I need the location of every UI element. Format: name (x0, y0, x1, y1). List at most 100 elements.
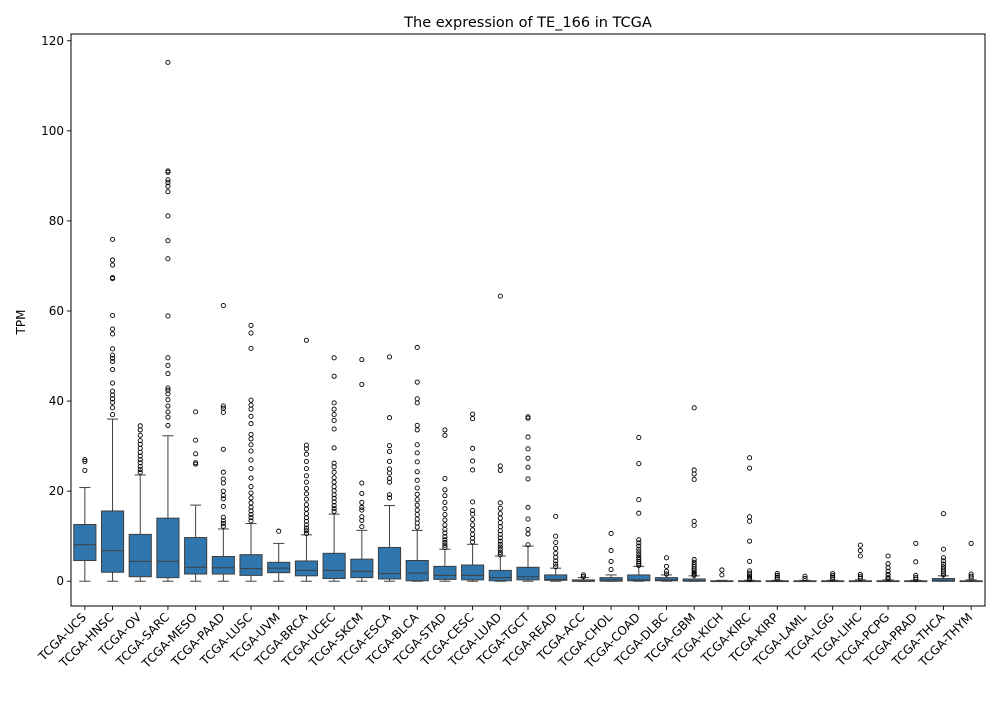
outlier-point (414, 427, 420, 433)
box-group-tcga-read (544, 513, 568, 582)
outlier-point (553, 564, 559, 570)
axes-frame (70, 33, 986, 607)
outlier-point (414, 400, 420, 406)
box (322, 552, 346, 580)
outlier-point (580, 572, 586, 578)
outlier-point (303, 458, 309, 464)
outlier-point (165, 403, 171, 409)
outlier-point (442, 432, 448, 438)
outlier-point (386, 458, 393, 464)
box-group-tcga-kich (710, 567, 734, 583)
outlier-point (553, 558, 559, 564)
outlier-point (109, 355, 116, 361)
box (488, 569, 512, 582)
outlier-point (442, 493, 448, 499)
outlier-point (109, 275, 116, 281)
outlier-point (165, 168, 171, 174)
outlier-point (331, 499, 337, 505)
outlier-point (303, 496, 309, 502)
outlier-point (248, 515, 254, 521)
y-axis-ticks: 0 20 40 60 80 100 120 (41, 34, 71, 588)
outlier-point (414, 442, 420, 448)
outlier-point (248, 397, 254, 403)
outlier-point (303, 525, 309, 531)
box-group-tcga-prad (904, 540, 928, 583)
outlier-point (331, 475, 337, 481)
outlier-point (109, 257, 116, 263)
box-group-tcga-thym (959, 540, 983, 583)
outlier-point (497, 547, 503, 553)
outlier-point (497, 524, 503, 530)
outlier-point (303, 473, 309, 479)
box-group-tcga-thca (931, 511, 956, 582)
outlier-point (968, 571, 974, 577)
box (156, 517, 180, 579)
plot-area: 0 20 40 60 80 100 120 TCGA-UCSTCGA-HNSCTCGA-OVT… (35, 33, 986, 671)
outlier-point (165, 177, 171, 183)
outlier-point (359, 357, 365, 363)
y-tick-label: 100 (41, 124, 64, 138)
outlier-point (774, 571, 780, 577)
outlier-point (414, 524, 420, 530)
outlier-point (442, 534, 448, 540)
outlier-point (525, 476, 531, 482)
outlier-point (331, 417, 337, 423)
outlier-point (414, 459, 420, 465)
y-tick-label: 80 (49, 214, 64, 228)
outlier-point (165, 409, 171, 415)
box-group-tcga-lihc (848, 542, 872, 583)
outlier-point (109, 380, 116, 386)
outlier-point (830, 574, 836, 580)
box-group-tcga-lusc (239, 322, 263, 582)
outlier-point (442, 544, 448, 550)
outlier-point (276, 528, 282, 534)
outlier-point (109, 331, 116, 337)
outlier-point (248, 484, 254, 490)
box (461, 564, 485, 581)
outlier-point (608, 548, 614, 554)
box (100, 510, 125, 573)
outlier-point (747, 570, 753, 576)
outlier-point (359, 524, 365, 530)
outlier-point (636, 546, 642, 552)
box-group-tcga-uvm (267, 528, 291, 582)
outlier-point (248, 490, 254, 496)
box (211, 555, 235, 575)
outlier-point (857, 542, 863, 548)
outlier-point (497, 520, 503, 526)
outlier-point (470, 527, 476, 533)
outlier-point (109, 352, 116, 358)
box-group-tcga-skcm (350, 357, 374, 582)
outlier-point (470, 511, 476, 517)
outlier-point (248, 466, 254, 472)
box (73, 523, 97, 562)
outlier-point (359, 381, 365, 387)
outlier-point (940, 572, 947, 578)
outlier-point (885, 553, 891, 559)
box-group-tcga-laml (793, 573, 817, 583)
outlier-point (359, 507, 365, 513)
box-group-tcga-gbm (682, 405, 706, 582)
outlier-point (497, 293, 503, 299)
outlier-point (553, 513, 559, 519)
outlier-point (386, 443, 393, 449)
outlier-point (940, 558, 947, 564)
outlier-point (248, 402, 254, 408)
outlier-point (691, 471, 697, 477)
outlier-point (331, 406, 337, 412)
outlier-point (331, 508, 337, 514)
outlier-point (691, 557, 697, 563)
outlier-point (940, 555, 947, 561)
outlier-point (497, 515, 503, 521)
outlier-point (331, 426, 337, 432)
outlier-point (525, 455, 531, 461)
box-group-tcga-brca (294, 337, 319, 582)
outlier-point (165, 59, 171, 65)
outlier-point (497, 544, 503, 550)
box-group-tcga-sarc (156, 59, 180, 582)
outlier-point (747, 568, 753, 574)
outlier-point (663, 555, 670, 561)
outlier-point (636, 549, 642, 555)
outlier-point (442, 506, 448, 512)
box-group-tcga-luad (488, 293, 512, 582)
